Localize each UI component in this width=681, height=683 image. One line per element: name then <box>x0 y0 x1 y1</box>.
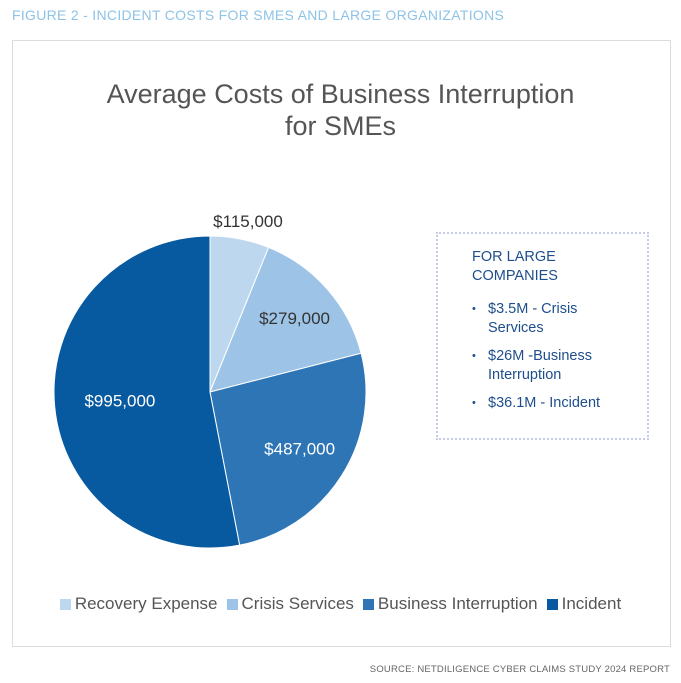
legend-swatch <box>226 598 238 610</box>
chart-legend: Recovery Expense Crisis Services Business … <box>0 594 681 614</box>
legend-label: Crisis Services <box>241 594 354 613</box>
source-note: SOURCE: NETDILIGENCE CYBER CLAIMS STUDY … <box>369 664 670 675</box>
legend-swatch <box>546 598 558 610</box>
chart-title-line-2: for SMEs <box>284 111 397 141</box>
legend-label: Incident <box>561 594 622 613</box>
callout-list: $3.5M - Crisis Services $26M -Business I… <box>472 300 629 413</box>
legend-item: Business Interruption <box>362 594 538 614</box>
callout-title: FOR LARGE COMPANIES <box>472 249 558 284</box>
chart-title: Average Costs of Business Interruption f… <box>0 78 681 142</box>
pie-data-label: $279,000 <box>259 309 330 328</box>
legend-item: Crisis Services <box>226 594 354 614</box>
chart-title-line-1: Average Costs of Business Interruption <box>106 79 575 109</box>
legend-label: Recovery Expense <box>74 594 218 613</box>
large-companies-callout: FOR LARGE COMPANIES $3.5M - Crisis Servi… <box>436 232 649 440</box>
pie-data-label: $487,000 <box>264 440 335 459</box>
legend-swatch <box>362 598 374 610</box>
pie-slice-crisis-services <box>209 246 362 393</box>
pie-data-label: $115,000 <box>213 212 283 231</box>
legend-label: Business Interruption <box>377 594 538 613</box>
callout-item: $26M -Business Interruption <box>472 347 629 385</box>
legend-item: Recovery Expense <box>59 594 218 614</box>
pie-data-label: $995,000 <box>84 392 155 411</box>
callout-item: $3.5M - Crisis Services <box>472 300 629 338</box>
chart-panel <box>12 40 671 647</box>
pie-slice-business-interruption <box>209 352 367 546</box>
legend-item: Incident <box>546 594 622 614</box>
figure-label: FIGURE 2 - INCIDENT COSTS FOR SMES AND L… <box>12 7 505 23</box>
pie-slice-incident <box>53 235 241 549</box>
legend-swatch <box>59 598 71 610</box>
callout-item: $36.1M - Incident <box>472 394 629 413</box>
